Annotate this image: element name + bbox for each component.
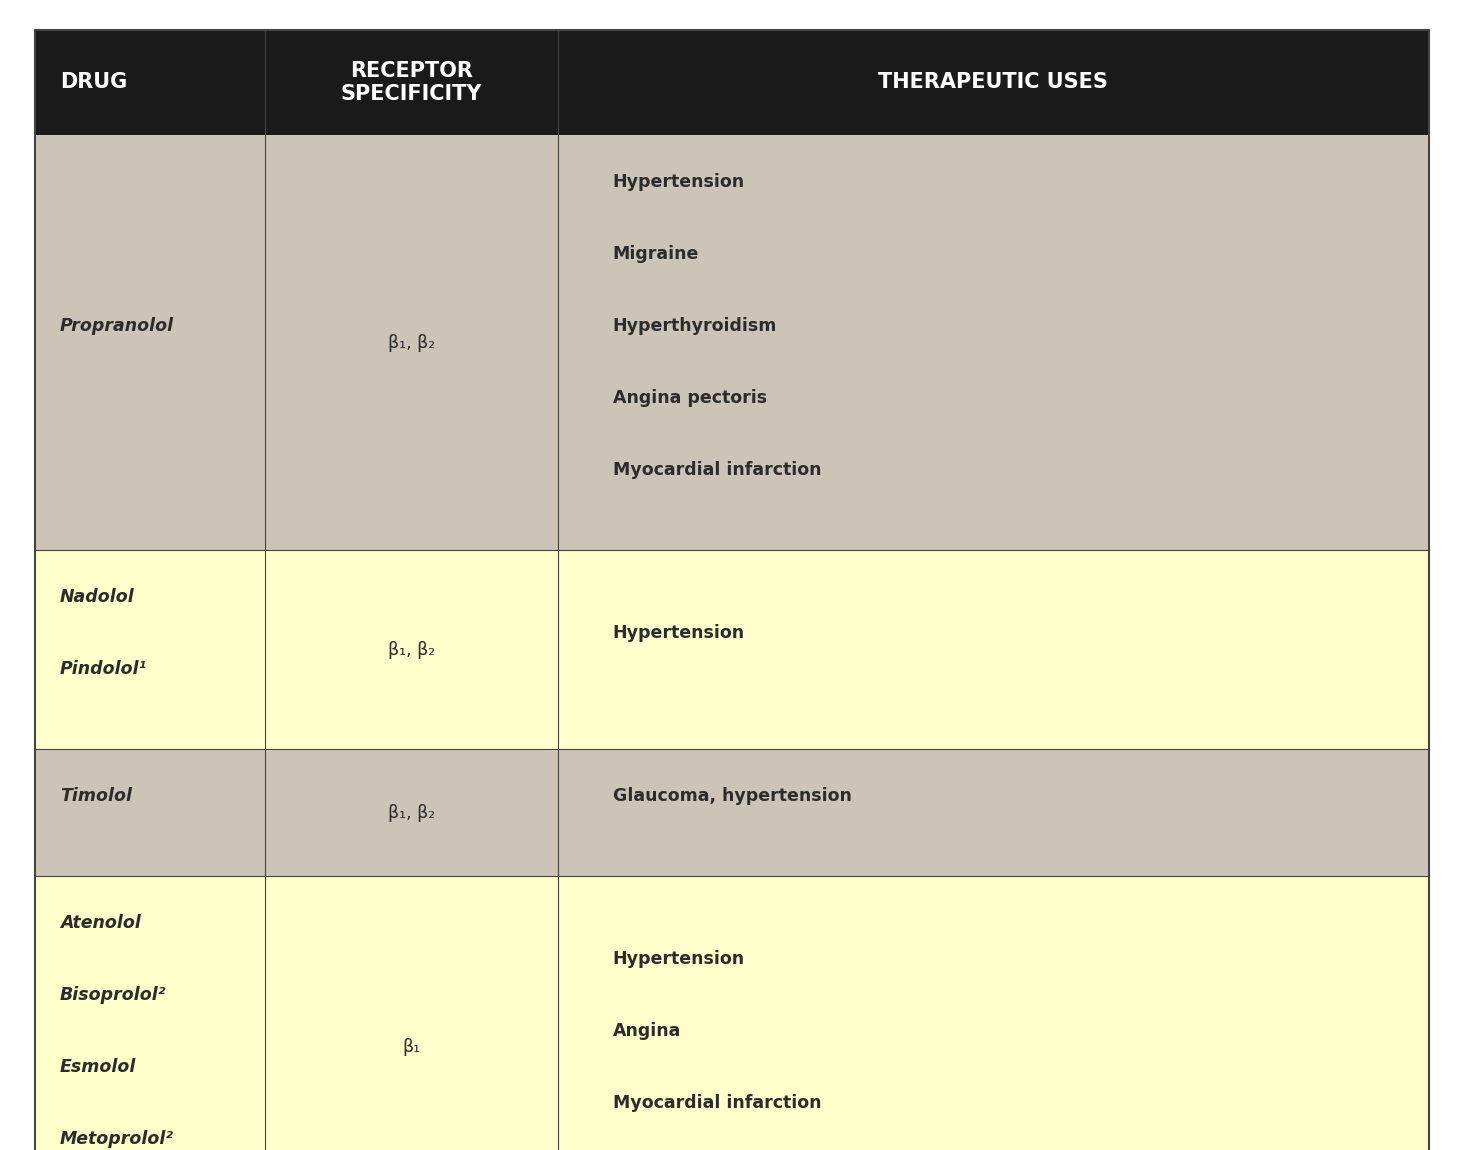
Text: Hypertension: Hypertension: [613, 624, 745, 643]
FancyBboxPatch shape: [35, 749, 1429, 876]
Text: β₁: β₁: [403, 1038, 420, 1057]
Text: DRUG: DRUG: [60, 72, 127, 92]
Text: THERAPEUTIC USES: THERAPEUTIC USES: [878, 72, 1108, 92]
Text: β₁, β₂: β₁, β₂: [388, 804, 435, 821]
Text: Bisoprolol²: Bisoprolol²: [60, 987, 167, 1004]
Text: Metoprolol²: Metoprolol²: [60, 1130, 174, 1149]
FancyBboxPatch shape: [35, 550, 1429, 749]
Text: RECEPTOR
SPECIFICITY: RECEPTOR SPECIFICITY: [341, 61, 482, 105]
Text: Esmolol: Esmolol: [60, 1058, 136, 1076]
Text: Timolol: Timolol: [60, 788, 132, 805]
Text: Nadolol: Nadolol: [60, 589, 135, 606]
Text: Propranolol: Propranolol: [60, 317, 174, 336]
Text: Myocardial infarction: Myocardial infarction: [613, 1095, 821, 1112]
FancyBboxPatch shape: [35, 135, 1429, 550]
Text: Glaucoma, hypertension: Glaucoma, hypertension: [613, 788, 852, 805]
FancyBboxPatch shape: [35, 876, 1429, 1150]
Text: Myocardial infarction: Myocardial infarction: [613, 461, 821, 480]
Text: β₁, β₂: β₁, β₂: [388, 641, 435, 659]
Text: Angina pectoris: Angina pectoris: [613, 390, 767, 407]
Text: Angina: Angina: [613, 1022, 681, 1041]
Text: Hyperthyroidism: Hyperthyroidism: [613, 317, 777, 336]
FancyBboxPatch shape: [35, 30, 1429, 135]
Text: β₁, β₂: β₁, β₂: [388, 334, 435, 352]
Text: Hypertension: Hypertension: [613, 950, 745, 968]
Text: Pindolol¹: Pindolol¹: [60, 660, 148, 678]
Text: Atenolol: Atenolol: [60, 914, 141, 933]
Text: Migraine: Migraine: [613, 245, 700, 263]
Text: Hypertension: Hypertension: [613, 174, 745, 191]
